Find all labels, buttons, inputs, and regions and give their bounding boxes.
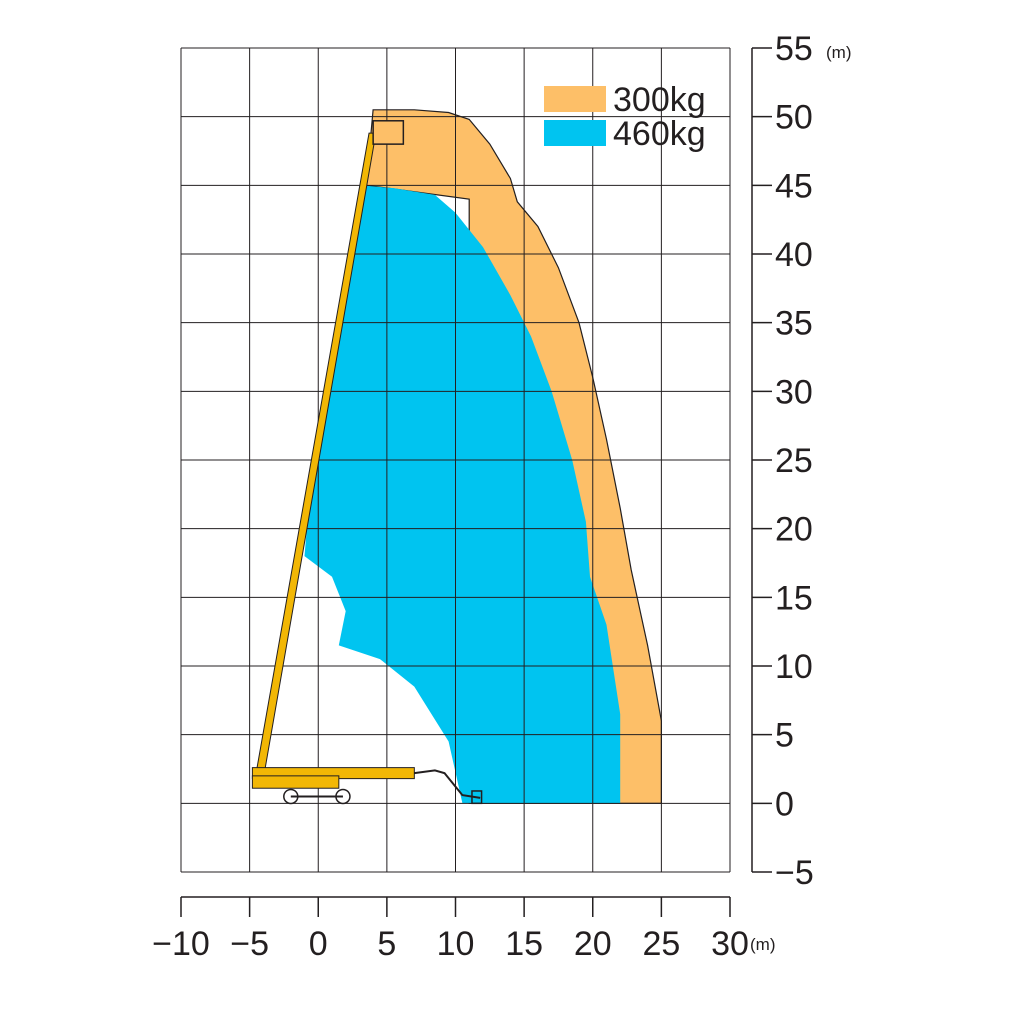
y-tick-label--5: −5 bbox=[775, 854, 814, 892]
x-tick-label-30: 30 bbox=[711, 925, 749, 963]
x-tick-label-25: 25 bbox=[642, 925, 680, 963]
basket bbox=[372, 120, 405, 145]
y-tick-label-20: 20 bbox=[775, 511, 813, 549]
area-460kg bbox=[304, 185, 621, 804]
y-tick-label-5: 5 bbox=[775, 717, 794, 755]
legend-label-300kg: 300kg bbox=[613, 81, 706, 119]
jib-basket bbox=[471, 790, 483, 805]
x-tick-label-0: 0 bbox=[309, 925, 328, 963]
x-unit-label: (m) bbox=[750, 935, 775, 954]
y-tick-label-55: 55 bbox=[775, 30, 813, 68]
y-unit-label: (m) bbox=[826, 43, 851, 62]
axes: −5 0 5 10 15 20 25 30 35 40 45 50 55 (m) −10 −5 0 5 10 15 20… bbox=[152, 30, 851, 963]
x-tick-label-5: 5 bbox=[377, 925, 396, 963]
aerial-platform-illustration bbox=[251, 120, 483, 805]
y-tick-label-50: 50 bbox=[775, 99, 813, 137]
x-tick-label-20: 20 bbox=[574, 925, 612, 963]
y-tick-label-10: 10 bbox=[775, 648, 813, 686]
y-tick-label-30: 30 bbox=[775, 373, 813, 411]
jib bbox=[414, 769, 481, 799]
legend-swatch-460kg bbox=[544, 120, 606, 146]
grid-lines bbox=[180, 47, 731, 873]
y-tick-label-15: 15 bbox=[775, 579, 813, 617]
x-tick-label--10: −10 bbox=[152, 925, 210, 963]
chassis bbox=[251, 775, 340, 789]
y-tick-label-35: 35 bbox=[775, 305, 813, 343]
y-tick-label-25: 25 bbox=[775, 442, 813, 480]
x-tick-label--5: −5 bbox=[230, 925, 269, 963]
y-tick-label-40: 40 bbox=[775, 236, 813, 274]
legend-swatch-300kg bbox=[544, 86, 606, 112]
y-tick-label-0: 0 bbox=[775, 785, 794, 823]
y-tick-label-45: 45 bbox=[775, 167, 813, 205]
legend-label-460kg: 460kg bbox=[613, 115, 706, 153]
x-tick-label-15: 15 bbox=[505, 925, 543, 963]
x-tick-label-10: 10 bbox=[437, 925, 475, 963]
